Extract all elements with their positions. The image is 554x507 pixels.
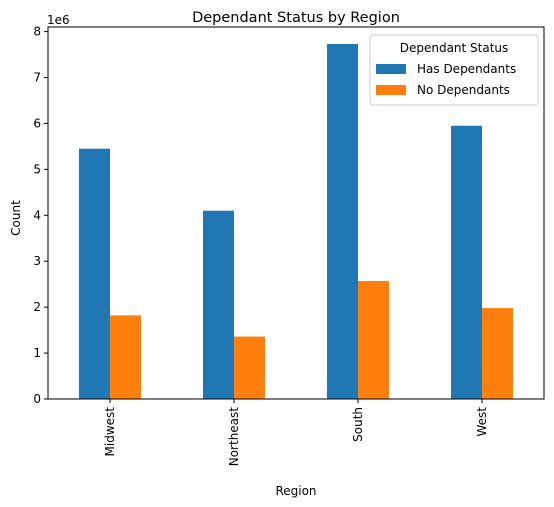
legend-label-no-dependants: No Dependants bbox=[417, 83, 510, 97]
x-tick-label: South bbox=[351, 407, 365, 442]
chart-title: Dependant Status by Region bbox=[192, 10, 400, 26]
y-axis-label: Count bbox=[9, 200, 23, 236]
bar-no-dependants-northeast bbox=[234, 336, 265, 399]
bar-has-dependants-south bbox=[327, 43, 358, 400]
y-tick-label: 7 bbox=[33, 71, 41, 85]
y-tick-label: 3 bbox=[33, 254, 41, 268]
legend-box bbox=[369, 34, 539, 106]
bar-has-dependants-northeast bbox=[203, 210, 234, 399]
y-tick-label: 0 bbox=[33, 392, 41, 406]
bar-has-dependants-west bbox=[451, 125, 482, 400]
bar-no-dependants-midwest bbox=[110, 315, 141, 399]
legend-swatch-has-dependants bbox=[376, 64, 406, 74]
x-tick-label: Northeast bbox=[227, 407, 241, 467]
bar-no-dependants-west bbox=[482, 308, 513, 399]
legend-title: Dependant Status bbox=[400, 41, 509, 55]
y-tick-label: 1 bbox=[33, 346, 41, 360]
legend: Dependant Status Has Dependants No Depen… bbox=[369, 34, 539, 106]
y-tick-label: 8 bbox=[33, 25, 41, 39]
y-tick-label: 5 bbox=[33, 162, 41, 176]
y-tick-label: 6 bbox=[33, 116, 41, 130]
x-tick-label: Midwest bbox=[103, 407, 117, 457]
legend-swatch-no-dependants bbox=[376, 85, 406, 95]
y-tick-label: 4 bbox=[33, 208, 41, 222]
plot-frame bbox=[47, 26, 545, 400]
bar-has-dependants-midwest bbox=[79, 148, 110, 399]
bar-no-dependants-south bbox=[358, 280, 389, 399]
x-axis-label: Region bbox=[275, 484, 316, 498]
x-tick-label: West bbox=[475, 407, 489, 437]
y-offset-label: 1e6 bbox=[47, 13, 70, 27]
legend-label-has-dependants: Has Dependants bbox=[417, 62, 516, 76]
y-tick-label: 2 bbox=[33, 300, 41, 314]
